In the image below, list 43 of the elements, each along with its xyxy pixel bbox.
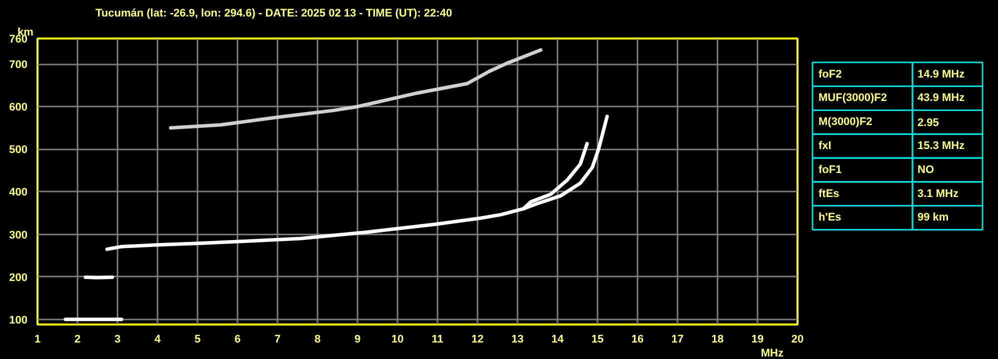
x-tick-label: 10: [391, 334, 404, 346]
x-tick-label: 19: [751, 334, 764, 346]
x-tick-label: 6: [234, 334, 241, 346]
x-tick-label: 14: [551, 334, 564, 346]
category-label: M(3000)F2: [818, 116, 872, 128]
category-label: fxI: [818, 140, 832, 152]
x-tick-label: 3: [114, 334, 121, 346]
x-tick-label: 11: [432, 334, 444, 346]
text: 14.9 MHz: [918, 68, 965, 80]
x-tick-label: 5: [194, 334, 201, 346]
text: 15.3 MHz: [918, 140, 965, 152]
x-tick-label: 18: [711, 334, 724, 346]
y-tick-label: 700: [9, 59, 28, 72]
category-label: foF2: [818, 68, 842, 80]
y-tick-label: 600: [9, 102, 28, 114]
x-axis-title: MHz: [760, 348, 784, 359]
y-tick-label: 100: [9, 314, 28, 326]
x-tick-label: 1: [34, 334, 41, 346]
x-tick-label: 9: [354, 334, 361, 346]
y-tick-label: 400: [9, 186, 28, 199]
x-tick-label: 8: [314, 334, 321, 346]
y-tick-label: 200: [9, 272, 28, 284]
text: 2.95: [918, 117, 939, 130]
chart-title: Tucumán (lat: -26.9, lon: 294.6) - DATE: 2025 02 13 - TIME (UT): 22:40: [96, 8, 452, 20]
category-label: ftEs: [818, 188, 840, 200]
x-tick-label: 16: [631, 334, 644, 346]
text: 43.9 MHz: [918, 92, 965, 104]
x-tick-label: 4: [154, 334, 162, 346]
text: 3.1 MHz: [918, 188, 958, 200]
x-tick-label: 2: [74, 334, 81, 346]
text: 99 km: [918, 212, 949, 224]
text: NO: [918, 164, 934, 176]
y-tick-label: 500: [9, 144, 28, 156]
category-label: MUF(3000)F2: [818, 92, 887, 104]
x-tick-label: 13: [511, 334, 524, 346]
category-label: foF1: [818, 164, 842, 176]
x-tick-label: 12: [471, 334, 484, 346]
x-tick-label: 17: [671, 334, 684, 346]
y-tick-label: 300: [9, 229, 28, 242]
x-tick-label: 15: [591, 334, 604, 346]
x-tick-label: 7: [274, 334, 281, 346]
x-tick-label: 20: [791, 334, 804, 346]
category-label: h'Es: [818, 212, 842, 224]
